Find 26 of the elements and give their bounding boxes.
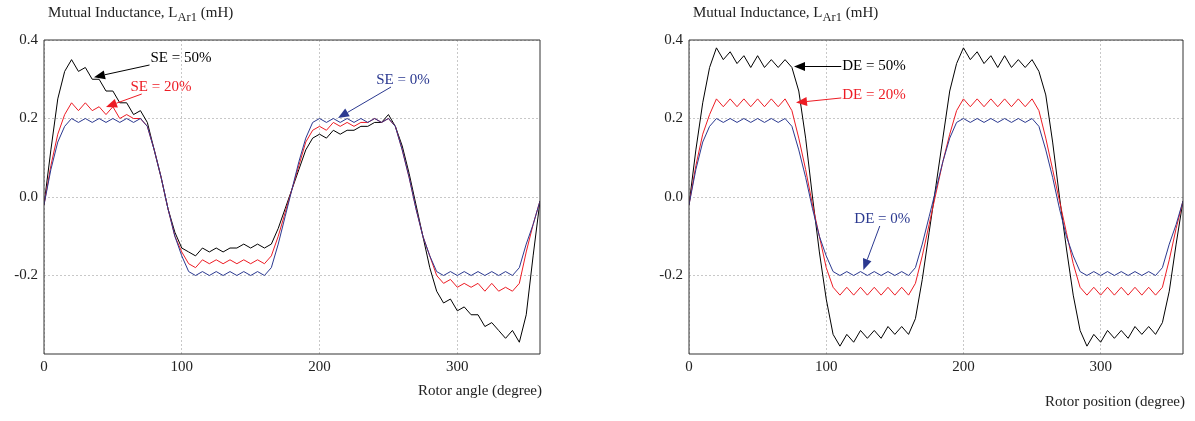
annotation: SE = 50%	[150, 48, 212, 65]
x-axis-title: Rotor angle (degree)	[417, 382, 542, 399]
y-tick-label: 0.4	[19, 30, 39, 47]
x-tick-label: 0	[685, 357, 693, 374]
x-tick-label: 100	[814, 357, 838, 374]
x-axis-title: Rotor position (degree)	[1045, 393, 1185, 410]
y-tick-label: 0.0	[664, 187, 683, 204]
annotation: SE = 0%	[376, 70, 430, 87]
y-tick-label: 0.2	[19, 109, 38, 126]
x-tick-label: 0	[40, 357, 48, 374]
x-tick-label: 300	[1089, 357, 1112, 374]
y-tick-label: -0.2	[14, 266, 38, 283]
annotation: SE = 20%	[130, 77, 192, 94]
x-tick-label: 300	[446, 357, 469, 374]
x-tick-label: 200	[952, 357, 975, 374]
y-tick-label: 0.2	[664, 109, 683, 126]
x-tick-label: 100	[170, 357, 194, 374]
y-tick-label: 0.4	[664, 30, 684, 47]
x-tick-label: 200	[308, 357, 331, 374]
y-tick-label: 0.0	[19, 187, 38, 204]
y-tick-label: -0.2	[659, 266, 683, 283]
annotation: DE = 50%	[842, 56, 906, 73]
annotation: DE = 0%	[854, 209, 911, 226]
y-axis-title: Mutual Inductance, L$_{Ar1}$ (mH)	[693, 4, 879, 25]
annotation: DE = 20%	[842, 85, 906, 102]
y-axis-title: Mutual Inductance, L$_{Ar1}$ (mH)	[48, 4, 234, 25]
